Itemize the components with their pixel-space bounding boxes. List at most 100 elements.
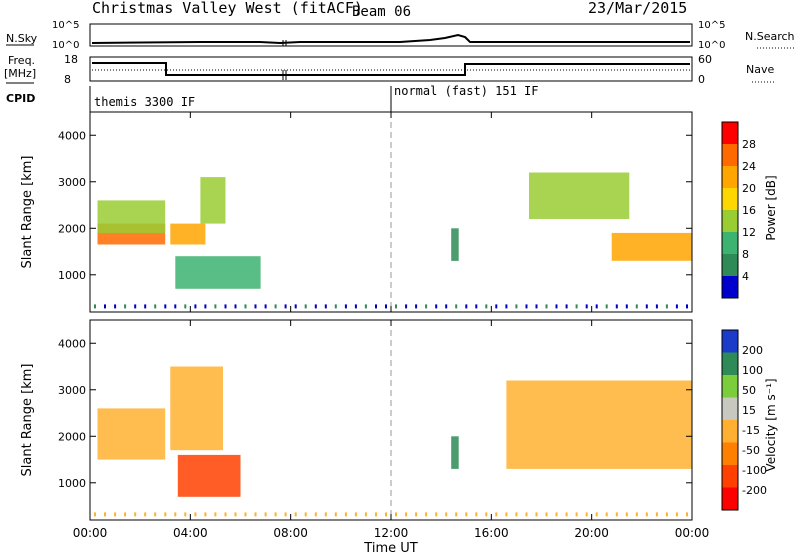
velocity-ground-speckle — [525, 512, 528, 517]
power-ground-speckle — [114, 304, 117, 309]
velocity-ground-speckle — [405, 512, 408, 517]
velocity-ground-speckle — [264, 512, 267, 517]
power-colorbar-segment — [722, 166, 738, 189]
power-echo-region — [451, 228, 459, 261]
power-ylabel: Slant Range [km] — [20, 156, 35, 269]
velocity-colorbar-tick: -100 — [742, 464, 767, 477]
velocity-ground-speckle — [445, 512, 448, 517]
freq-tick-top: 18 — [64, 53, 78, 66]
velocity-colorbar-label: Velocity [m s⁻¹] — [764, 378, 778, 471]
velocity-ground-speckle — [134, 512, 137, 517]
velocity-ytick-label: 2000 — [58, 430, 86, 443]
power-ground-speckle — [314, 304, 317, 309]
velocity-ground-speckle — [435, 512, 438, 517]
power-ground-speckle — [415, 304, 418, 309]
power-ground-speckle — [575, 304, 578, 309]
power-data-layer — [94, 172, 692, 309]
power-colorbar-label: Power [dB] — [764, 175, 778, 240]
time-axis-tick-label: 16:00 — [474, 526, 509, 540]
power-ground-speckle — [154, 304, 157, 309]
power-ground-speckle — [375, 304, 377, 309]
velocity-colorbar-tick: -200 — [742, 484, 767, 497]
velocity-colorbar-tick: 50 — [742, 384, 756, 397]
velocity-ground-speckle — [94, 512, 96, 517]
power-ground-speckle — [405, 304, 408, 309]
velocity-ytick-label: 1000 — [58, 477, 86, 490]
nsearch-tick-top: 10^5 — [698, 20, 725, 31]
power-echo-region — [200, 177, 226, 224]
velocity-colorbar-tick: 15 — [742, 404, 756, 417]
velocity-ground-speckle — [204, 512, 207, 517]
velocity-echo-region — [177, 454, 241, 497]
power-colorbar-tick: 16 — [742, 204, 756, 217]
power-ground-speckle — [334, 304, 337, 309]
velocity-ground-speckle — [565, 512, 568, 517]
power-ground-speckle — [645, 304, 648, 309]
power-ground-speckle — [475, 304, 478, 309]
time-axis-tick-label: 08:00 — [273, 526, 308, 540]
power-ground-speckle — [525, 304, 528, 309]
power-colorbar-tick: 4 — [742, 270, 749, 283]
power-ground-speckle — [104, 304, 106, 309]
power-ground-speckle — [515, 304, 518, 309]
power-ground-speckle — [625, 304, 628, 309]
power-ground-speckle — [465, 304, 468, 309]
nsearch-tick-bottom: 10^0 — [698, 40, 725, 51]
velocity-ground-speckle — [465, 512, 468, 517]
power-echo-region — [611, 232, 692, 261]
beam-label: Beam 06 — [352, 4, 411, 20]
freq-trace — [92, 62, 690, 76]
velocity-panel: 1000 2000 3000 4000 Slant Range [km] — [20, 319, 693, 521]
power-ground-speckle — [324, 304, 327, 309]
velocity-ground-speckle — [334, 512, 337, 517]
power-ground-speckle — [184, 304, 187, 309]
nsky-tick-top: 10^5 — [52, 20, 79, 31]
power-y-ticks: 1000 2000 3000 4000 — [58, 129, 692, 282]
velocity-colorbar: 200 100 50 15 -15 -50 -100 -200 — [721, 329, 767, 511]
velocity-ground-speckle — [114, 512, 117, 517]
power-ground-speckle — [455, 304, 458, 309]
velocity-colorbar-segment — [722, 397, 738, 421]
velocity-ground-speckle — [455, 512, 458, 517]
power-ground-speckle — [264, 304, 267, 309]
power-ground-speckle — [194, 304, 197, 309]
power-ground-speckle — [94, 304, 96, 309]
velocity-colorbar-segment — [722, 420, 738, 443]
velocity-ground-speckle — [364, 512, 367, 517]
power-ytick-label: 2000 — [58, 222, 86, 235]
velocity-data-layer — [94, 366, 692, 517]
velocity-ground-speckle — [575, 512, 578, 517]
power-colorbar-segment — [722, 232, 738, 255]
power-echo-region — [175, 256, 261, 289]
power-echo-region — [97, 200, 166, 233]
time-axis-tick-label: 20:00 — [574, 526, 609, 540]
figure-title: Christmas Valley West (fitACF) — [92, 0, 363, 17]
velocity-ground-speckle — [354, 512, 357, 517]
velocity-ground-speckle — [214, 512, 217, 517]
power-ground-speckle — [385, 304, 387, 309]
velocity-ytick-label: 4000 — [58, 337, 86, 350]
velocity-ground-speckle — [154, 512, 157, 517]
velocity-ground-speckle — [555, 512, 558, 517]
power-ground-speckle — [144, 304, 147, 309]
velocity-ground-speckle — [475, 512, 478, 517]
velocity-ground-speckle — [585, 512, 588, 517]
velocity-ground-speckle — [686, 512, 688, 517]
power-ground-speckle — [686, 304, 688, 309]
power-echo-region — [529, 172, 630, 219]
power-colorbar-segment — [722, 210, 738, 233]
power-colorbar-segment — [722, 254, 738, 277]
nave-tick-top: 60 — [698, 53, 712, 66]
nave-tick-bottom: 0 — [698, 73, 705, 86]
velocity-ground-speckle — [425, 512, 428, 517]
power-ground-speckle — [395, 304, 397, 309]
power-ground-speckle — [495, 304, 498, 309]
power-ground-speckle — [485, 304, 488, 309]
velocity-colorbar-segment — [722, 375, 738, 398]
power-ground-speckle — [555, 304, 558, 309]
nsky-strip: N.Sky 10^5 10^0 10^5 10^0 N.Search — [6, 20, 795, 51]
velocity-ground-speckle — [505, 512, 508, 517]
time-axis-tick-label: 00:00 — [675, 526, 710, 540]
time-axis-tick-label: 12:00 — [374, 526, 409, 540]
